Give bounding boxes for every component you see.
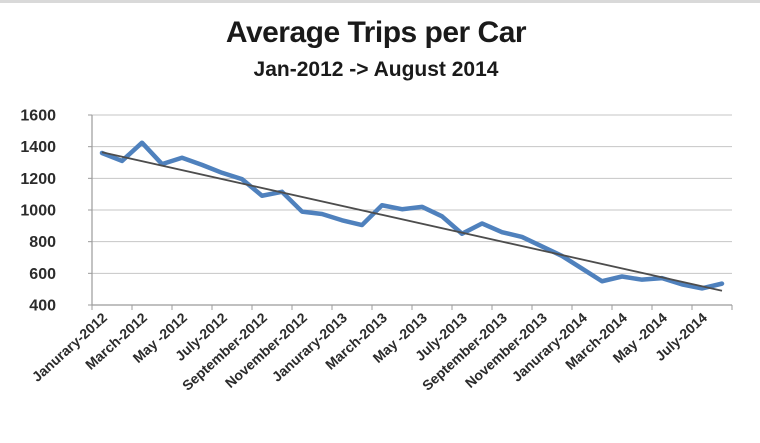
y-axis-tick-label: 800 (29, 234, 56, 251)
y-axis-tick-label: 600 (29, 266, 56, 283)
y-axis-tick-label: 1400 (20, 139, 56, 156)
trend-line (101, 151, 723, 292)
top-border-strip (0, 0, 760, 3)
y-axis-tick-label: 1200 (20, 171, 56, 188)
series-line-average-trips (99, 140, 725, 291)
chart-subtitle: Jan-2012 -> August 2014 (253, 58, 499, 81)
y-axis-tick-label: 1000 (20, 203, 56, 220)
y-axis-tick-label: 400 (29, 298, 56, 315)
chart-title: Average Trips per Car (225, 16, 527, 49)
y-axis-tick-label: 1600 (20, 108, 56, 125)
